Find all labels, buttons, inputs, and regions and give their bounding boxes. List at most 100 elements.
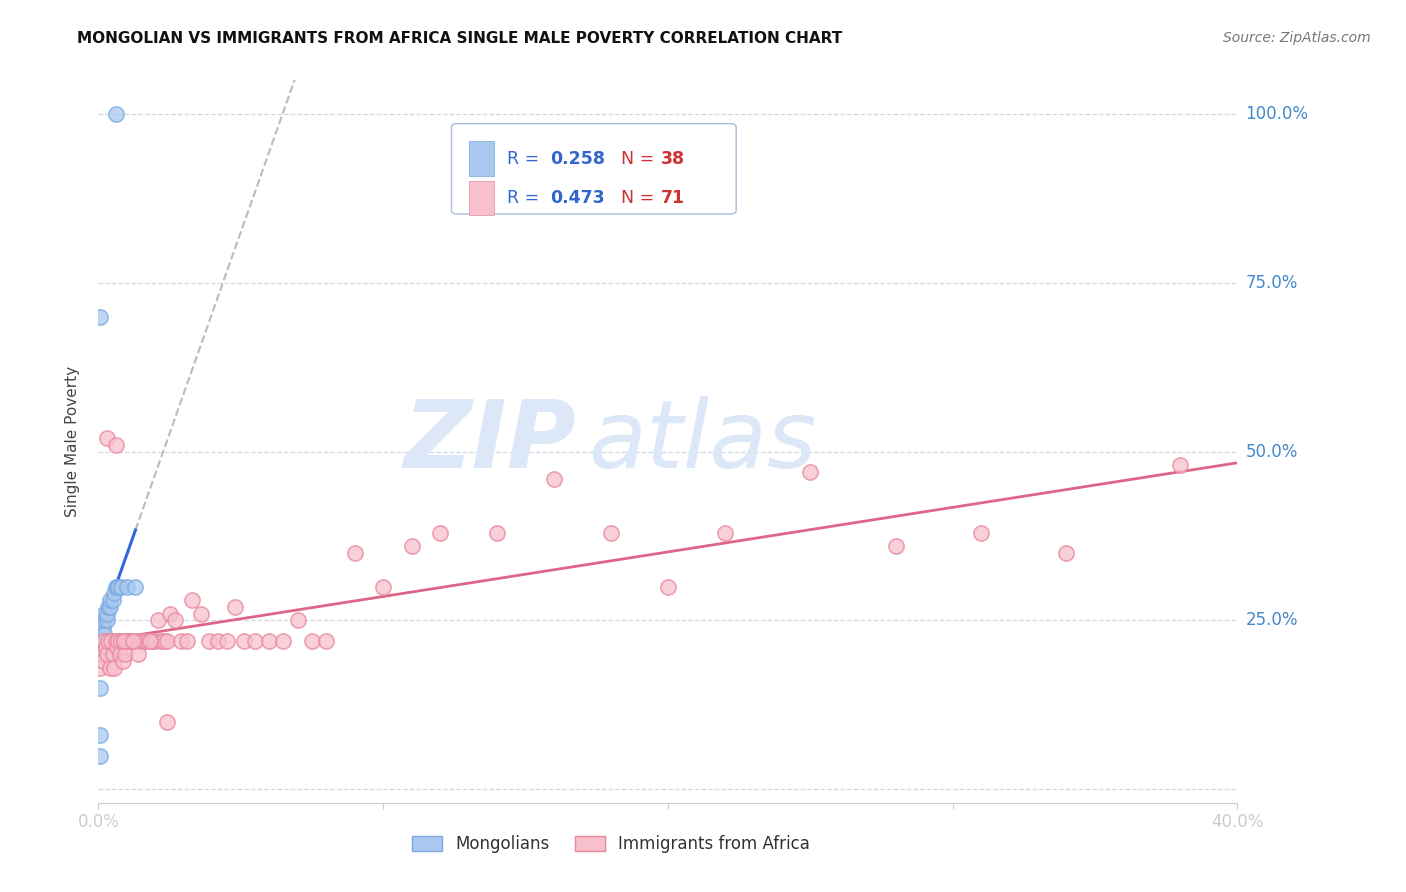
- Point: [127, 647, 149, 661]
- Text: 38: 38: [661, 150, 685, 168]
- Point: [429, 525, 451, 540]
- Point: [96, 607, 118, 621]
- Point: [91, 633, 114, 648]
- Text: 100.0%: 100.0%: [1246, 105, 1309, 123]
- Text: 25.0%: 25.0%: [1246, 612, 1298, 630]
- Point: [97, 633, 120, 648]
- Point: [90, 633, 112, 648]
- Text: N =: N =: [610, 189, 659, 207]
- Point: [287, 614, 309, 628]
- Point: [90, 633, 112, 648]
- Point: [101, 647, 124, 661]
- Point: [90, 633, 112, 648]
- Point: [243, 633, 266, 648]
- Text: 0.258: 0.258: [551, 150, 606, 168]
- Point: [159, 607, 181, 621]
- Point: [115, 580, 138, 594]
- Point: [121, 633, 143, 648]
- Point: [98, 661, 121, 675]
- Point: [96, 431, 118, 445]
- Point: [100, 633, 122, 648]
- Point: [104, 107, 127, 121]
- Point: [105, 640, 128, 655]
- Point: [97, 599, 120, 614]
- Point: [714, 525, 737, 540]
- Point: [124, 580, 146, 594]
- Point: [315, 633, 337, 648]
- Text: 71: 71: [661, 189, 685, 207]
- Point: [110, 633, 132, 648]
- Point: [135, 633, 157, 648]
- Point: [101, 593, 124, 607]
- Point: [657, 580, 679, 594]
- Point: [90, 633, 112, 648]
- Point: [600, 525, 623, 540]
- Text: R =: R =: [508, 150, 546, 168]
- Point: [89, 633, 111, 648]
- Point: [110, 580, 132, 594]
- Point: [89, 633, 111, 648]
- Point: [198, 633, 221, 648]
- Text: 50.0%: 50.0%: [1246, 442, 1298, 460]
- Point: [181, 593, 204, 607]
- Point: [93, 607, 115, 621]
- Point: [156, 714, 179, 729]
- Point: [141, 633, 163, 648]
- Point: [89, 633, 111, 648]
- Text: 75.0%: 75.0%: [1246, 274, 1298, 292]
- Point: [118, 633, 141, 648]
- Text: R =: R =: [508, 189, 546, 207]
- Text: ZIP: ZIP: [404, 395, 576, 488]
- Point: [1170, 458, 1192, 472]
- Point: [107, 633, 129, 648]
- Text: atlas: atlas: [588, 396, 817, 487]
- Point: [103, 661, 125, 675]
- Point: [91, 633, 114, 648]
- Point: [104, 580, 127, 594]
- FancyBboxPatch shape: [451, 124, 737, 214]
- Point: [124, 633, 146, 648]
- Point: [190, 607, 212, 621]
- Point: [107, 580, 129, 594]
- Point: [93, 633, 115, 648]
- Point: [94, 640, 117, 655]
- Point: [165, 614, 187, 628]
- Point: [170, 633, 193, 648]
- Point: [176, 633, 198, 648]
- Point: [104, 633, 127, 648]
- Point: [129, 633, 152, 648]
- Point: [96, 647, 118, 661]
- Point: [486, 525, 509, 540]
- Point: [89, 310, 111, 324]
- Point: [114, 647, 136, 661]
- FancyBboxPatch shape: [468, 180, 494, 215]
- Point: [90, 633, 112, 648]
- Point: [156, 633, 179, 648]
- Point: [224, 599, 246, 614]
- Point: [132, 633, 155, 648]
- Point: [104, 633, 127, 648]
- Point: [115, 633, 138, 648]
- Text: N =: N =: [610, 150, 659, 168]
- Point: [543, 472, 565, 486]
- Point: [148, 614, 170, 628]
- Point: [89, 647, 111, 661]
- Point: [215, 633, 238, 648]
- Point: [112, 633, 135, 648]
- Point: [232, 633, 254, 648]
- Point: [273, 633, 295, 648]
- Point: [153, 633, 176, 648]
- Text: Source: ZipAtlas.com: Source: ZipAtlas.com: [1223, 31, 1371, 45]
- Point: [138, 633, 160, 648]
- Point: [884, 539, 907, 553]
- Point: [145, 633, 167, 648]
- Point: [89, 661, 111, 675]
- Point: [90, 647, 112, 661]
- FancyBboxPatch shape: [468, 142, 494, 176]
- Point: [98, 593, 121, 607]
- Point: [98, 599, 121, 614]
- Point: [1056, 546, 1078, 560]
- Point: [104, 438, 127, 452]
- Point: [207, 633, 229, 648]
- Point: [91, 654, 114, 668]
